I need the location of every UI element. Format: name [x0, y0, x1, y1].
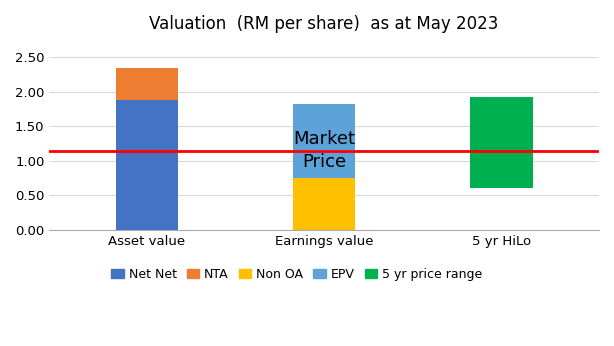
Bar: [116, 100, 178, 230]
Bar: [293, 178, 356, 230]
Legend: Net Net, NTA, Non OA, EPV, 5 yr price range: Net Net, NTA, Non OA, EPV, 5 yr price ra…: [106, 263, 488, 286]
Bar: [116, 68, 178, 100]
Title: Valuation  (RM per share)  as at May 2023: Valuation (RM per share) as at May 2023: [149, 15, 499, 33]
Text: Market: Market: [293, 130, 355, 148]
Text: Price: Price: [302, 153, 346, 171]
Bar: [293, 103, 356, 178]
Bar: [470, 97, 532, 189]
